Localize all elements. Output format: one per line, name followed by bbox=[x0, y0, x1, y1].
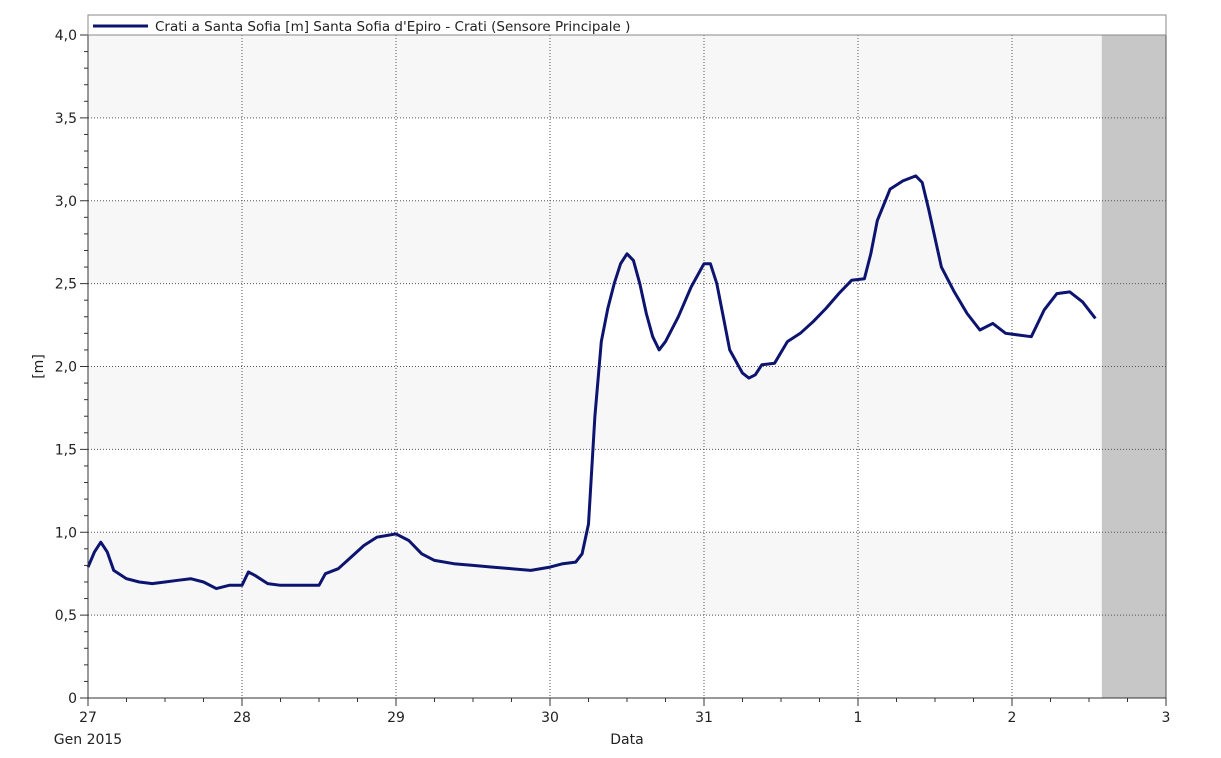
background-band bbox=[88, 615, 1166, 698]
x-tick-label: 28 bbox=[233, 710, 251, 726]
background-band bbox=[88, 200, 1166, 284]
background-band bbox=[88, 366, 1166, 450]
x-start-label: Gen 2015 bbox=[54, 732, 122, 748]
y-axis-title: [m] bbox=[31, 354, 47, 379]
background-band bbox=[88, 449, 1166, 533]
background-band bbox=[88, 117, 1166, 201]
background-band bbox=[88, 35, 1166, 118]
background-bands bbox=[88, 35, 1166, 698]
y-tick-label: 2,5 bbox=[55, 277, 77, 293]
background-band bbox=[88, 532, 1166, 616]
y-tick-label: 0,5 bbox=[55, 608, 77, 624]
y-tick-label: 0 bbox=[68, 691, 77, 707]
legend-box bbox=[87, 14, 1167, 36]
x-tick-label: 3 bbox=[1162, 710, 1171, 726]
y-tick-label: 1,5 bbox=[55, 442, 77, 458]
x-tick-label: 31 bbox=[695, 710, 713, 726]
series-line bbox=[86, 174, 1097, 591]
y-tick-label: 2,0 bbox=[55, 360, 77, 376]
legend-label: Crati a Santa Sofia [m] Santa Sofia d'Ep… bbox=[155, 19, 630, 35]
gridlines bbox=[88, 35, 1166, 698]
y-tick-label: 3,0 bbox=[55, 194, 77, 210]
x-axis: 27 28 29 30 31 1 2 3 bbox=[79, 697, 1171, 726]
y-tick-label: 4,0 bbox=[55, 28, 77, 44]
no-data-region bbox=[1101, 35, 1166, 698]
x-tick-label: 30 bbox=[541, 710, 559, 726]
x-axis-title: Data bbox=[610, 732, 643, 748]
y-tick-label: 3,5 bbox=[55, 111, 77, 127]
y-axis: 0 0,5 1,0 1,5 2,0 2,5 3,0 3,5 4,0 bbox=[55, 28, 89, 707]
x-tick-label: 29 bbox=[387, 710, 405, 726]
series-layer bbox=[86, 174, 1097, 591]
y-tick-label: 1,0 bbox=[55, 525, 77, 541]
x-tick-label: 2 bbox=[1008, 710, 1017, 726]
x-tick-label: 27 bbox=[79, 710, 97, 726]
legend: Crati a Santa Sofia [m] Santa Sofia d'Ep… bbox=[87, 14, 1167, 36]
background-band bbox=[88, 283, 1166, 367]
x-tick-label: 1 bbox=[854, 710, 863, 726]
